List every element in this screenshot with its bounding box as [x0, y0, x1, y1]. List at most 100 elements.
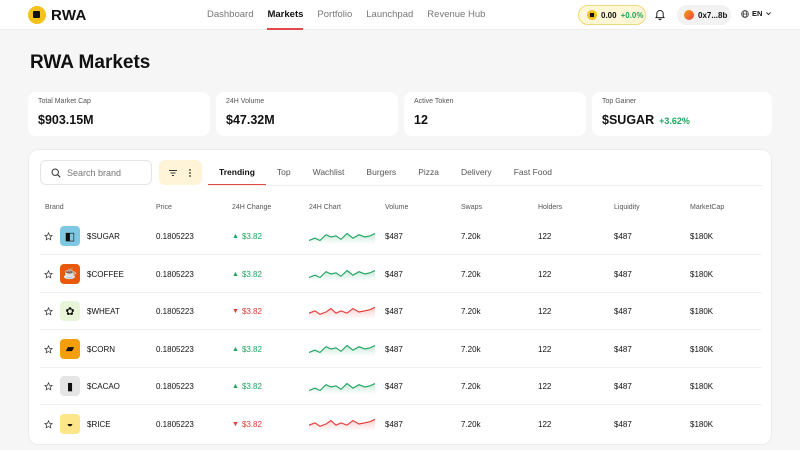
- holders-cell: 122: [538, 419, 552, 429]
- watchlist-star-icon[interactable]: [44, 256, 54, 293]
- column-header-volume[interactable]: Volume: [385, 204, 409, 211]
- nav-link-portfolio[interactable]: Portfolio: [317, 9, 353, 20]
- filter-icon[interactable]: [168, 168, 178, 178]
- search-input[interactable]: [67, 167, 147, 178]
- table-row[interactable]: ◒ $RICE 0.1805223 ▼ $3.82 $487 7.20k 122…: [40, 406, 762, 443]
- brand-name[interactable]: $RICE: [87, 419, 111, 429]
- stat-card-market-cap: Total Market Cap $903.15M: [28, 92, 210, 136]
- column-header-swaps[interactable]: Swaps: [461, 204, 483, 211]
- sparkline: [309, 331, 375, 368]
- stat-value: $903.15M: [38, 113, 94, 127]
- marketcap-cell: $180K: [690, 269, 714, 279]
- table-row[interactable]: ▮ $CACAO 0.1805223 ▲ $3.82 $487 7.20k 12…: [40, 368, 762, 405]
- volume-cell: $487: [385, 382, 403, 391]
- brand-name[interactable]: $CACAO: [87, 382, 120, 391]
- stat-value-text: $47.32M: [226, 113, 275, 127]
- column-header-holders[interactable]: Holders: [538, 204, 563, 211]
- tab-fast-food[interactable]: Fast Food: [513, 167, 552, 177]
- brand-name[interactable]: $WHEAT: [87, 307, 120, 316]
- liquidity-cell: $487: [614, 232, 632, 241]
- price-cell: 0.1805223: [156, 307, 194, 316]
- change-cell: ▲ $3.82: [232, 218, 262, 255]
- search-box[interactable]: [40, 160, 152, 185]
- balance-pill[interactable]: 0.00 +0.0%: [578, 5, 646, 25]
- more-options-icon[interactable]: [187, 168, 193, 178]
- search-icon: [51, 167, 61, 178]
- column-header-change[interactable]: 24H Change: [232, 204, 272, 211]
- nav-link-launchpad[interactable]: Launchpad: [366, 9, 414, 20]
- marketcap-cell: $180K: [690, 419, 714, 429]
- stat-card-top-gainer: Top Gainer $SUGAR +3.62%: [592, 92, 772, 136]
- sparkline: [309, 368, 375, 405]
- holders-cell: 122: [538, 344, 552, 354]
- brand-name[interactable]: $COFFEE: [87, 269, 124, 279]
- language-select[interactable]: EN: [741, 9, 772, 18]
- table-row[interactable]: ✿ $WHEAT 0.1805223 ▼ $3.82 $487 7.20k 12…: [40, 293, 762, 330]
- volume-cell: $487: [385, 344, 403, 354]
- category-tabs: Trending Top Wachlist Burgers Pizza Deli…: [208, 160, 563, 186]
- sparkline: [309, 406, 375, 443]
- brand-name[interactable]: $SUGAR: [87, 232, 120, 241]
- stat-label: 24H Volume: [226, 98, 265, 105]
- change-value: $3.82: [241, 307, 262, 316]
- tab-trending[interactable]: Trending: [208, 160, 266, 186]
- stat-value: $SUGAR +3.62%: [602, 113, 690, 127]
- sparkline: [309, 256, 375, 293]
- tab-burgers[interactable]: Burgers: [366, 167, 397, 177]
- price-cell: 0.1805223: [156, 344, 194, 354]
- wallet-button[interactable]: 0x7...8b: [677, 5, 731, 25]
- table-row[interactable]: ◧ $SUGAR 0.1805223 ▲ $3.82 $487 7.20k 12…: [40, 218, 762, 255]
- liquidity-cell: $487: [614, 269, 632, 279]
- change-value: $3.82: [241, 419, 262, 429]
- page-title: RWA Markets: [30, 52, 151, 73]
- price-cell: 0.1805223: [156, 232, 194, 241]
- stat-value-text: $SUGAR: [602, 113, 655, 127]
- wallet-address: 0x7...8b: [698, 10, 728, 20]
- column-header-marketcap[interactable]: MarketCap: [690, 204, 725, 211]
- brand-name[interactable]: $CORN: [87, 344, 116, 354]
- table-row[interactable]: ☕ $COFFEE 0.1805223 ▲ $3.82 $487 7.20k 1…: [40, 256, 762, 293]
- tab-watchlist[interactable]: Wachlist: [312, 167, 345, 177]
- globe-icon: [741, 9, 749, 18]
- tab-top[interactable]: Top: [276, 167, 291, 177]
- tab-pizza[interactable]: Pizza: [418, 167, 439, 177]
- holders-cell: 122: [538, 269, 552, 279]
- liquidity-cell: $487: [614, 344, 632, 354]
- rice-icon: ◒: [60, 413, 80, 434]
- watchlist-star-icon[interactable]: [44, 406, 54, 443]
- swaps-cell: 7.20k: [461, 382, 481, 391]
- stat-value-text: $903.15M: [38, 113, 94, 127]
- watchlist-star-icon[interactable]: [44, 218, 54, 255]
- stat-card-active-token: Active Token 12: [404, 92, 586, 136]
- nav-link-dashboard[interactable]: Dashboard: [207, 9, 254, 20]
- price-cell: 0.1805223: [156, 269, 194, 279]
- coin-icon: [587, 10, 597, 20]
- triangle-down-icon: ▼: [232, 420, 239, 428]
- markets-panel: Trending Top Wachlist Burgers Pizza Deli…: [28, 149, 772, 445]
- holders-cell: 122: [538, 232, 552, 241]
- table-row[interactable]: ▰ $CORN 0.1805223 ▲ $3.82 $487 7.20k 122…: [40, 331, 762, 368]
- marketcap-cell: $180K: [690, 307, 714, 316]
- swaps-cell: 7.20k: [461, 232, 481, 241]
- stat-card-volume: 24H Volume $47.32M: [216, 92, 398, 136]
- bell-icon[interactable]: [654, 9, 666, 21]
- nav-link-markets[interactable]: Markets: [267, 0, 303, 30]
- change-cell: ▲ $3.82: [232, 331, 262, 368]
- nav-link-revenue-hub[interactable]: Revenue Hub: [427, 9, 486, 20]
- watchlist-star-icon[interactable]: [44, 331, 54, 368]
- logo[interactable]: RWA: [28, 6, 87, 24]
- swaps-cell: 7.20k: [461, 419, 481, 429]
- tab-delivery[interactable]: Delivery: [460, 167, 492, 177]
- stat-label: Total Market Cap: [38, 98, 91, 105]
- chevron-down-icon: [766, 12, 772, 16]
- liquidity-cell: $487: [614, 382, 632, 391]
- column-header-brand[interactable]: Brand: [45, 204, 64, 211]
- column-header-liquidity[interactable]: Liquidity: [614, 204, 640, 211]
- top-gainer-change: +3.62%: [659, 116, 690, 126]
- volume-cell: $487: [385, 307, 403, 316]
- marketcap-cell: $180K: [690, 382, 714, 391]
- watchlist-star-icon[interactable]: [44, 368, 54, 405]
- watchlist-star-icon[interactable]: [44, 293, 54, 330]
- volume-cell: $487: [385, 232, 403, 241]
- column-header-price[interactable]: Price: [156, 204, 172, 211]
